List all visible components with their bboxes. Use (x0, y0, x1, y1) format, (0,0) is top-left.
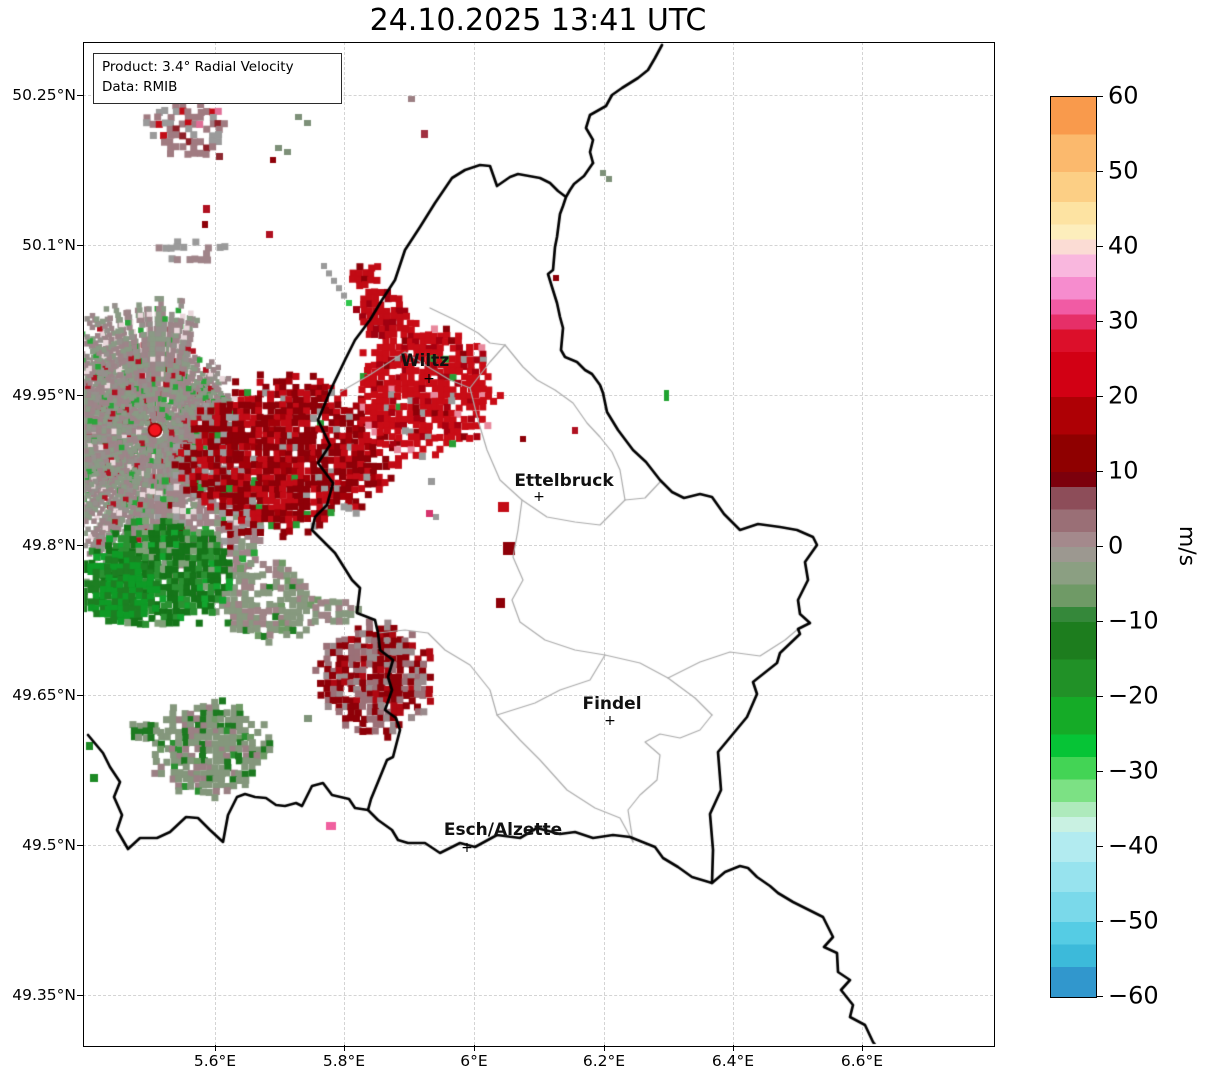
product-info-box: Product: 3.4° Radial Velocity Data: RMIB (93, 53, 342, 104)
product-label: Product: 3.4° Radial Velocity (102, 59, 294, 75)
data-source-label: Data: RMIB (102, 79, 178, 96)
page-title: 24.10.2025 13:41 UTC (369, 3, 707, 38)
colorbar (1050, 96, 1097, 998)
colorbar-unit-label: m/s (1174, 525, 1199, 567)
